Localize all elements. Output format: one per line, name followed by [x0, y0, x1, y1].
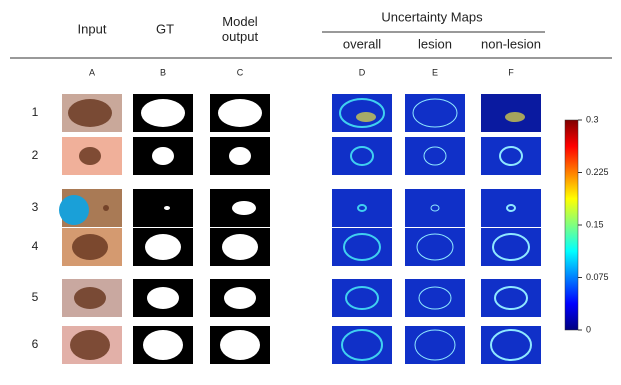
column-letter: B: [160, 67, 166, 77]
colorbar: [565, 120, 578, 330]
colorbar-tick-label: 0.3: [586, 114, 599, 124]
uncertainty-map: [405, 189, 465, 227]
column-letter: F: [508, 67, 514, 77]
uncertainty-hot: [505, 112, 525, 122]
uncertainty-map: [332, 279, 392, 317]
mask-blob: [141, 99, 185, 127]
input-blob: [59, 195, 89, 225]
figure: Input GT Model output Uncertainty Maps o…: [0, 0, 621, 385]
uncertainty-map: [405, 326, 465, 364]
uncertainty-map: [332, 189, 392, 227]
uncertainty-map: [405, 137, 465, 175]
row-label: 2: [32, 148, 39, 162]
uncertainty-hot: [356, 112, 376, 122]
input-blob: [74, 287, 106, 309]
row-label: 4: [32, 239, 39, 253]
input-blob: [79, 147, 101, 165]
mask-blob: [145, 234, 181, 260]
mask-image: [133, 189, 193, 227]
group-title: Uncertainty Maps: [381, 9, 483, 24]
uncertainty-map: [481, 189, 541, 227]
colorbar-tick-label: 0.15: [586, 219, 604, 229]
mask-blob: [147, 287, 179, 309]
mask-blob: [152, 147, 174, 165]
column-header-box: Model output: [205, 14, 275, 54]
input-blob: [68, 99, 112, 127]
mask-blob: [143, 330, 183, 360]
column-letter: E: [432, 67, 438, 77]
column-header: Model output: [215, 14, 265, 44]
colorbar-tick-label: 0: [586, 324, 591, 334]
group-column: non-lesion: [481, 36, 541, 51]
mask-blob: [229, 147, 251, 165]
column-letter: A: [89, 67, 95, 77]
input-blob: [103, 205, 109, 211]
row-label: 3: [32, 200, 39, 214]
mask-blob: [164, 206, 170, 210]
column-letter: C: [237, 67, 244, 77]
colorbar-tick-label: 0.075: [586, 272, 609, 282]
uncertainty-map: [481, 137, 541, 175]
uncertainty-map: [405, 94, 465, 132]
column-letter: D: [359, 67, 366, 77]
uncertainty-map: [405, 279, 465, 317]
row-label: 1: [32, 105, 39, 119]
mask-blob: [222, 234, 258, 260]
mask-blob: [220, 330, 260, 360]
mask-blob: [224, 287, 256, 309]
colorbar-tick-label: 0.225: [586, 167, 609, 177]
group-column: lesion: [418, 36, 452, 51]
mask-blob: [218, 99, 262, 127]
row-label: 6: [32, 337, 39, 351]
group-column: overall: [343, 36, 381, 51]
column-header: GT: [156, 21, 174, 36]
mask-blob: [232, 201, 256, 215]
input-blob: [72, 234, 108, 260]
uncertainty-map: [481, 279, 541, 317]
input-blob: [70, 330, 110, 360]
uncertainty-map: [332, 137, 392, 175]
column-header: Input: [78, 21, 107, 36]
row-label: 5: [32, 290, 39, 304]
